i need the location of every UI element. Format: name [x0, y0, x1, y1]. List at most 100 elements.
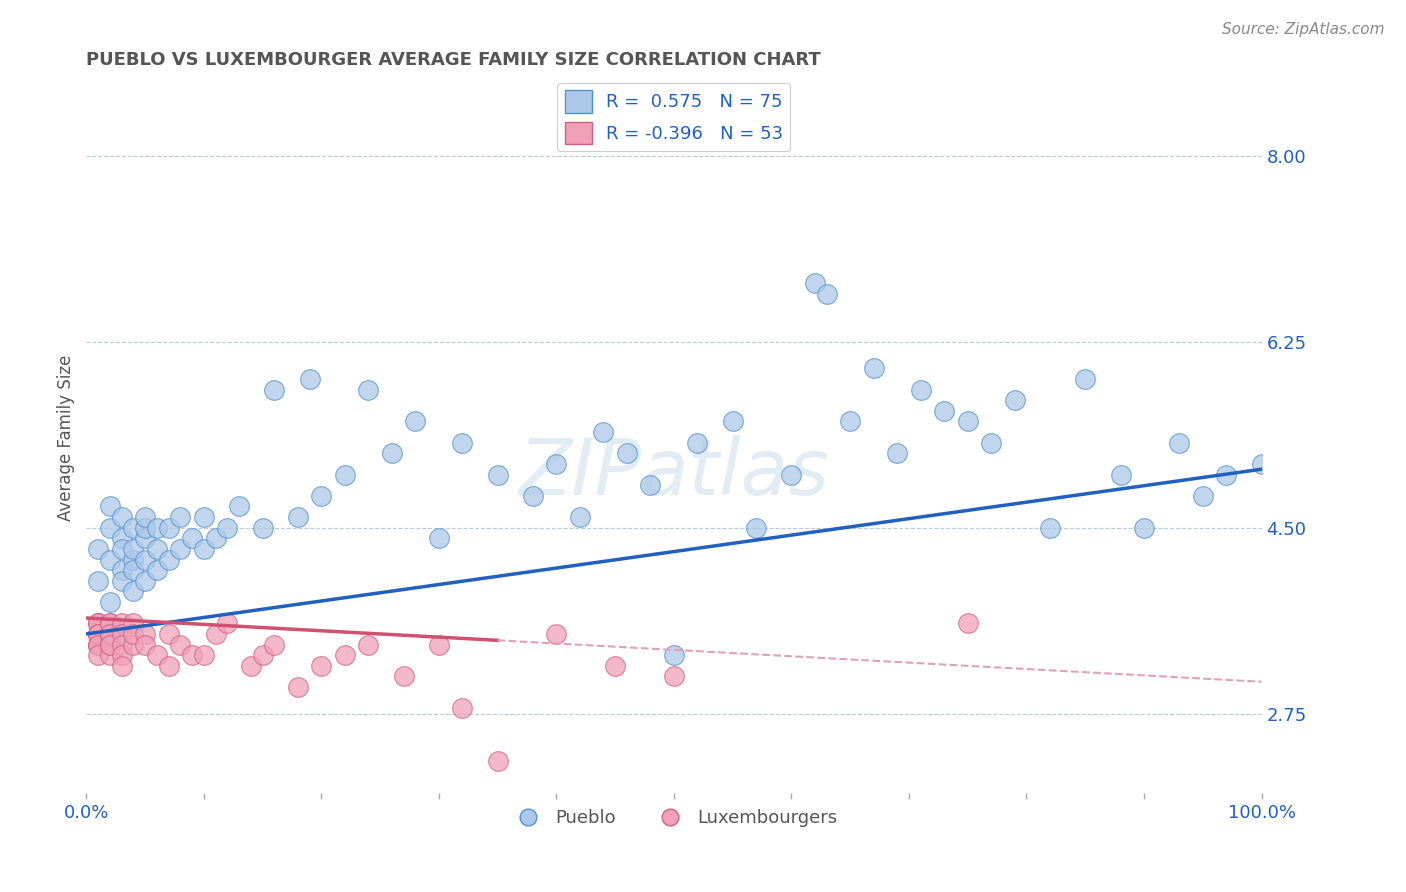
Point	[392, 669, 415, 683]
Point	[1215, 467, 1237, 482]
Point	[98, 616, 121, 631]
Point	[169, 510, 191, 524]
Point	[87, 638, 110, 652]
Text: PUEBLO VS LUXEMBOURGER AVERAGE FAMILY SIZE CORRELATION CHART: PUEBLO VS LUXEMBOURGER AVERAGE FAMILY SI…	[86, 51, 821, 69]
Point	[98, 638, 121, 652]
Text: ZIPatlas: ZIPatlas	[519, 435, 830, 511]
Point	[134, 521, 156, 535]
Point	[980, 435, 1002, 450]
Point	[122, 563, 145, 577]
Point	[721, 414, 744, 428]
Point	[546, 457, 568, 471]
Point	[662, 648, 685, 663]
Point	[87, 638, 110, 652]
Point	[98, 638, 121, 652]
Point	[146, 521, 169, 535]
Point	[87, 638, 110, 652]
Point	[311, 658, 333, 673]
Point	[193, 541, 215, 556]
Point	[134, 510, 156, 524]
Point	[87, 616, 110, 631]
Point	[333, 467, 356, 482]
Point	[616, 446, 638, 460]
Point	[745, 521, 768, 535]
Point	[122, 521, 145, 535]
Point	[98, 521, 121, 535]
Point	[427, 638, 450, 652]
Point	[815, 286, 838, 301]
Y-axis label: Average Family Size: Average Family Size	[58, 354, 75, 521]
Point	[839, 414, 862, 428]
Point	[122, 552, 145, 566]
Point	[204, 627, 226, 641]
Point	[169, 638, 191, 652]
Point	[146, 563, 169, 577]
Point	[486, 467, 509, 482]
Point	[98, 500, 121, 514]
Point	[780, 467, 803, 482]
Point	[287, 510, 309, 524]
Point	[87, 648, 110, 663]
Point	[522, 489, 544, 503]
Point	[146, 648, 169, 663]
Point	[217, 616, 239, 631]
Point	[157, 552, 180, 566]
Point	[157, 658, 180, 673]
Point	[98, 552, 121, 566]
Point	[252, 521, 274, 535]
Point	[98, 627, 121, 641]
Point	[298, 372, 321, 386]
Point	[98, 627, 121, 641]
Point	[381, 446, 404, 460]
Point	[157, 521, 180, 535]
Point	[98, 648, 121, 663]
Point	[568, 510, 591, 524]
Point	[1004, 393, 1026, 408]
Point	[1191, 489, 1213, 503]
Point	[640, 478, 662, 492]
Point	[87, 616, 110, 631]
Point	[956, 616, 979, 631]
Point	[98, 616, 121, 631]
Point	[592, 425, 614, 439]
Point	[1074, 372, 1097, 386]
Point	[193, 648, 215, 663]
Point	[263, 383, 285, 397]
Point	[357, 638, 380, 652]
Point	[87, 627, 110, 641]
Point	[311, 489, 333, 503]
Point	[1133, 521, 1156, 535]
Point	[662, 669, 685, 683]
Point	[98, 627, 121, 641]
Point	[98, 595, 121, 609]
Point	[886, 446, 908, 460]
Point	[486, 755, 509, 769]
Point	[98, 638, 121, 652]
Point	[134, 531, 156, 545]
Point	[110, 638, 132, 652]
Point	[357, 383, 380, 397]
Point	[910, 383, 932, 397]
Point	[110, 531, 132, 545]
Point	[87, 541, 110, 556]
Point	[451, 435, 474, 450]
Legend: Pueblo, Luxembourgers: Pueblo, Luxembourgers	[503, 802, 845, 834]
Point	[1168, 435, 1191, 450]
Point	[252, 648, 274, 663]
Point	[934, 404, 956, 418]
Point	[157, 627, 180, 641]
Point	[87, 627, 110, 641]
Point	[404, 414, 426, 428]
Point	[956, 414, 979, 428]
Point	[122, 616, 145, 631]
Point	[263, 638, 285, 652]
Point	[1250, 457, 1272, 471]
Point	[87, 627, 110, 641]
Point	[169, 541, 191, 556]
Point	[110, 510, 132, 524]
Point	[427, 531, 450, 545]
Point	[87, 616, 110, 631]
Point	[110, 658, 132, 673]
Point	[193, 510, 215, 524]
Point	[862, 361, 884, 376]
